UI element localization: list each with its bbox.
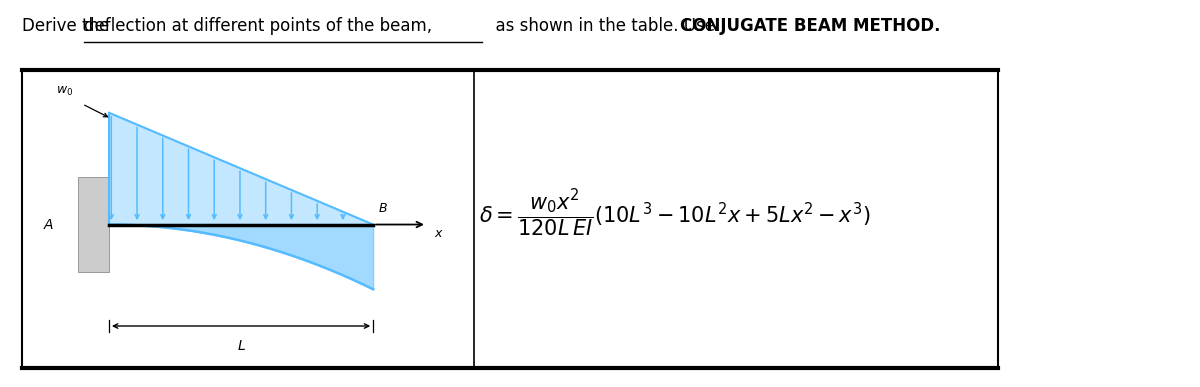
Polygon shape [109, 113, 373, 224]
Bar [78, 178, 109, 272]
Text: CONJUGATE BEAM METHOD.: CONJUGATE BEAM METHOD. [680, 17, 941, 35]
Text: Derive the: Derive the [22, 17, 114, 35]
Text: $L$: $L$ [236, 339, 246, 353]
Text: $x$: $x$ [433, 228, 443, 240]
Text: $w_0$: $w_0$ [55, 85, 73, 98]
Text: $B$: $B$ [378, 202, 388, 215]
Text: $\delta = \dfrac{w_0 x^2}{120L\,EI}\left(10L^3 - 10L^2x + 5Lx^2 - x^3\right)$: $\delta = \dfrac{w_0 x^2}{120L\,EI}\left… [479, 187, 870, 238]
Text: $A$: $A$ [43, 217, 54, 231]
Text: as shown in the table. Use: as shown in the table. Use [485, 17, 720, 35]
Text: deflection at different points of the beam,: deflection at different points of the be… [84, 17, 432, 35]
